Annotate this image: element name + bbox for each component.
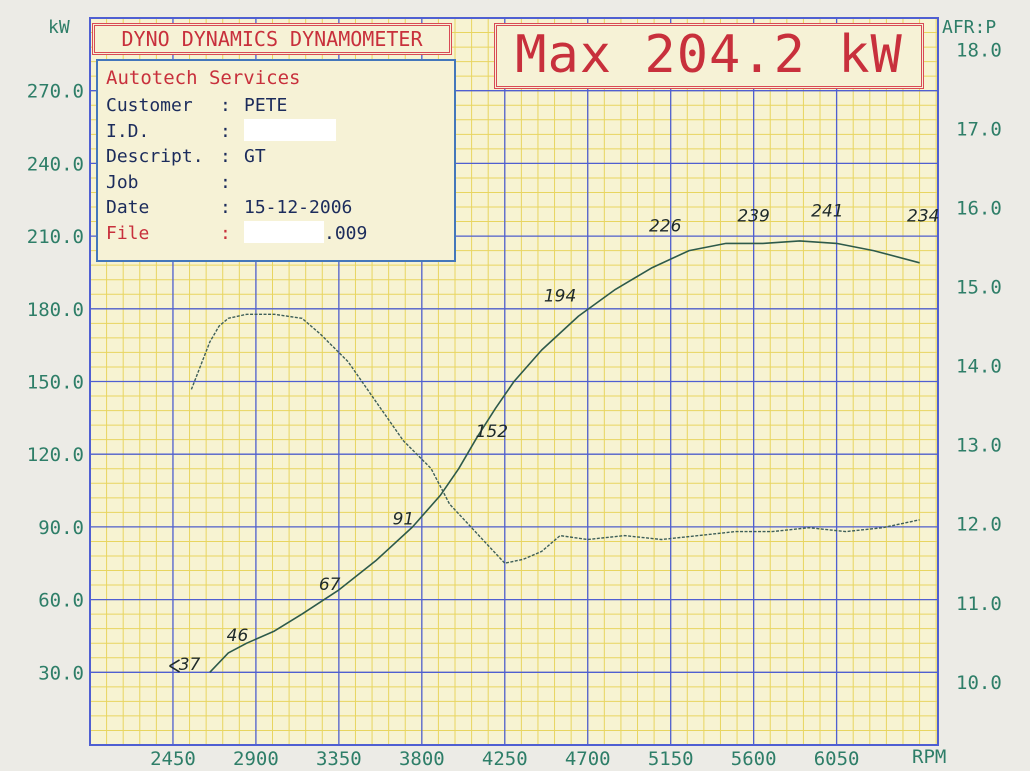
series-layer <box>190 240 920 673</box>
info-row-date: Date : 15-12-2006 <box>106 195 446 221</box>
x-axis-ticks: 2450 2900 3350 3800 4250 4700 5150 5600 6050 <box>150 748 859 770</box>
left-tick-label: 210.0 <box>27 226 84 248</box>
info-value: PETE <box>244 95 288 116</box>
redacted-file <box>244 220 324 243</box>
info-sep: : <box>220 146 231 167</box>
right-tick-label: 16.0 <box>956 198 1002 220</box>
x-tick-label: 3350 <box>316 748 362 770</box>
x-tick-label: 4250 <box>482 748 528 770</box>
info-row-file: File : .009 <box>106 220 446 247</box>
x-tick-label: 4700 <box>565 748 611 770</box>
x-tick-label: 5150 <box>648 748 694 770</box>
max-power-label: Max 204.2 kW <box>515 25 903 85</box>
handwritten-value-label: 37 <box>179 655 201 675</box>
left-axis-ticks: 30.0 60.0 90.0 120.0 150.0 180.0 210.0 240.0 270… <box>27 81 84 685</box>
info-sep: : <box>220 197 231 218</box>
right-axis-title: AFR:P <box>942 17 996 38</box>
redacted-id <box>244 118 336 141</box>
info-sep: : <box>220 171 231 193</box>
right-tick-label: 18.0 <box>956 40 1002 62</box>
info-label: File <box>106 222 150 244</box>
left-tick-label: 90.0 <box>38 517 84 539</box>
dyno-title-box: DYNO DYNAMICS DYNAMOMETER <box>92 23 452 55</box>
x-tick-label: 2900 <box>233 748 279 770</box>
file-extension: .009 <box>324 222 368 244</box>
afr-curve <box>190 313 920 564</box>
info-value: 15-12-2006 <box>244 197 353 218</box>
left-axis-title: kW <box>48 17 70 38</box>
handwritten-value-label: 239 <box>737 207 769 227</box>
left-tick-label: 60.0 <box>38 590 84 612</box>
right-tick-label: 11.0 <box>956 593 1002 615</box>
info-row-id: I.D. : <box>106 118 446 145</box>
x-axis-title: RPM <box>912 746 946 768</box>
right-tick-label: 13.0 <box>956 435 1002 457</box>
info-label: Customer <box>106 95 193 116</box>
info-row-customer: Customer : PETE <box>106 93 446 119</box>
x-tick-label: 2450 <box>150 748 196 770</box>
info-sep: : <box>220 95 231 116</box>
handwritten-value-label: 234 <box>907 207 939 227</box>
right-tick-label: 10.0 <box>956 672 1002 694</box>
info-row-descript: Descript. : GT <box>106 144 446 170</box>
x-tick-label: 6050 <box>814 748 860 770</box>
info-label: Descript. <box>106 146 204 167</box>
handwritten-value-label: 67 <box>319 575 341 595</box>
right-axis-ticks: 10.0 11.0 12.0 13.0 14.0 15.0 16.0 17.0 18.0 <box>956 40 1002 694</box>
handwritten-value-label: 241 <box>811 202 843 222</box>
info-label: Date <box>106 197 150 218</box>
right-tick-label: 12.0 <box>956 514 1002 536</box>
left-tick-label: 240.0 <box>27 153 84 175</box>
plot-frame <box>89 17 939 746</box>
info-label: I.D. <box>106 120 150 142</box>
handwritten-value-label: 91 <box>393 509 415 529</box>
annotation-layer: 37 46 67 91 152 194 226 239 241 234 <box>169 202 939 675</box>
x-tick-label: 3800 <box>399 748 445 770</box>
right-tick-label: 14.0 <box>956 356 1002 378</box>
max-power-box: Max 204.2 kW <box>494 23 924 89</box>
company-name: Autotech Services <box>106 67 301 89</box>
left-tick-label: 30.0 <box>38 662 84 684</box>
right-tick-label: 15.0 <box>956 277 1002 299</box>
info-row-job: Job : <box>106 170 446 196</box>
x-tick-label: 5600 <box>731 748 777 770</box>
left-tick-label: 270.0 <box>27 81 84 103</box>
info-sep: : <box>220 120 231 142</box>
info-sep: : <box>220 222 231 244</box>
left-tick-label: 120.0 <box>27 444 84 466</box>
arrow-icon <box>169 659 180 673</box>
info-value: GT <box>244 146 266 167</box>
left-tick-label: 150.0 <box>27 372 84 394</box>
info-label: Job <box>106 171 139 193</box>
info-box: Autotech Services Customer : PETE I.D. :… <box>96 59 456 262</box>
handwritten-value-label: 226 <box>649 216 682 236</box>
handwritten-value-label: 46 <box>227 626 249 646</box>
right-tick-label: 17.0 <box>956 119 1002 141</box>
power-curve <box>209 240 920 673</box>
left-tick-label: 180.0 <box>27 299 84 321</box>
handwritten-value-label: 194 <box>544 287 576 307</box>
handwritten-value-label: 152 <box>476 422 508 442</box>
dyno-title: DYNO DYNAMICS DYNAMOMETER <box>121 27 423 51</box>
